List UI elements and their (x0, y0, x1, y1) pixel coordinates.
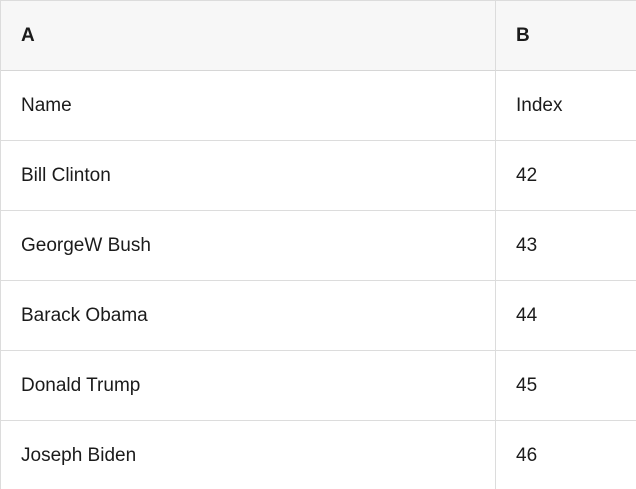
cell-b6[interactable]: 46 (496, 421, 636, 489)
cell-b2[interactable]: 42 (496, 141, 636, 211)
column-header-a[interactable]: A (1, 1, 496, 71)
cell-b1[interactable]: Index (496, 71, 636, 141)
cell-a6[interactable]: Joseph Biden (1, 421, 496, 489)
column-header-b[interactable]: B (496, 1, 636, 71)
cell-a4[interactable]: Barack Obama (1, 281, 496, 351)
cell-b4[interactable]: 44 (496, 281, 636, 351)
cell-b3[interactable]: 43 (496, 211, 636, 281)
cell-a2[interactable]: Bill Clinton (1, 141, 496, 211)
cell-b5[interactable]: 45 (496, 351, 636, 421)
cell-a1[interactable]: Name (1, 71, 496, 141)
cell-a5[interactable]: Donald Trump (1, 351, 496, 421)
cell-a3[interactable]: GeorgeW Bush (1, 211, 496, 281)
